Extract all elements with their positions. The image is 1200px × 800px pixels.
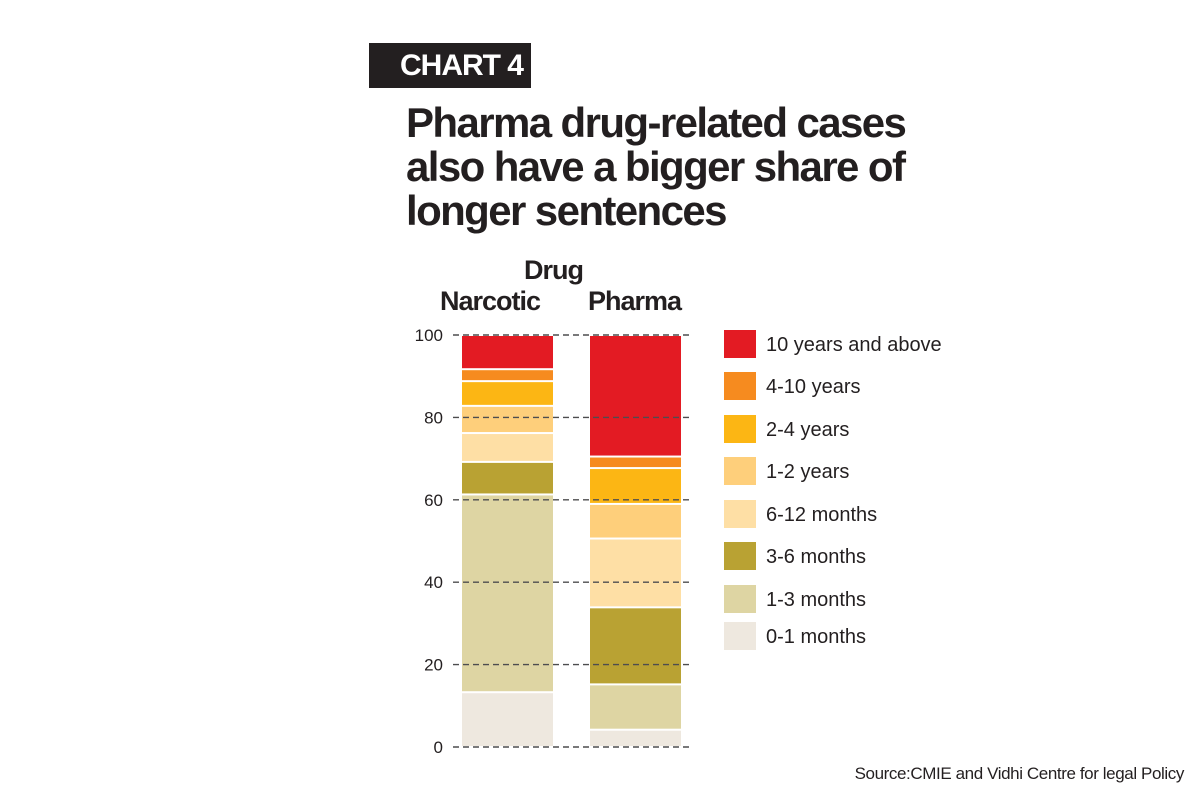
y-axis-ticks: 0 20 40 60 80 100 [415,326,443,757]
legend-item: 10 years and above [724,330,942,358]
legend-swatch [724,542,756,570]
legend-swatch [724,372,756,400]
title-line-2: also have a bigger share of [406,143,906,190]
title-line-1: Pharma drug-related cases [406,99,907,146]
bar-segment-pharma-1-2-years [590,504,681,538]
bar-pharma [590,336,681,746]
y-tick-label-0: 0 [434,738,443,757]
bar-segment-pharma-4-10-years [590,457,681,468]
bar-segment-pharma-2-4-years [590,469,681,503]
y-tick-label-60: 60 [424,491,443,510]
legend-label: 2-4 years [766,419,849,441]
bar-segment-pharma-1-3-months [590,685,681,729]
legend-swatch [724,622,756,650]
legend-label: 6-12 months [766,504,877,526]
bar-segment-narcotic-0-1-months [462,693,553,746]
legend-item: 2-4 years [724,415,849,443]
bar-segment-narcotic-1-2-years [462,406,553,433]
legend-label: 0-1 months [766,626,866,648]
chart-title: Pharma drug-related cases also have a bi… [406,101,966,233]
title-line-3: longer sentences [406,187,727,234]
legend-label: 10 years and above [766,334,942,356]
legend-item: 0-1 months [724,622,866,650]
legend-label: 3-6 months [766,546,866,568]
y-tick-label-40: 40 [424,573,443,592]
source-note: Source:CMIE and Vidhi Centre for legal P… [854,764,1185,783]
legend-item: 4-10 years [724,372,861,400]
legend-label: 1-3 months [766,589,866,611]
legend-swatch [724,457,756,485]
bar-segment-pharma-0-1-months [590,730,681,746]
category-label-narcotic: Narcotic [440,286,541,316]
column-group-header: Drug [524,255,584,285]
bars-layer [462,336,681,746]
legend-item: 1-3 months [724,585,866,613]
legend-label: 4-10 years [766,376,861,398]
bar-segment-narcotic-3-6-months [462,462,553,494]
legend-item: 6-12 months [724,500,877,528]
bar-segment-narcotic-6-12-months [462,434,553,461]
bar-segment-pharma-3-6-months [590,608,681,684]
y-tick-label-80: 80 [424,408,443,427]
legend-item: 3-6 months [724,542,866,570]
bar-narcotic [462,336,553,746]
category-label-pharma: Pharma [588,286,682,316]
legend-label: 1-2 years [766,461,849,483]
chart-number-label: CHART 4 [369,43,531,88]
chart-number-text: CHART 4 [399,48,524,82]
bar-segment-pharma-10-years-and-above [590,336,681,456]
legend-item: 1-2 years [724,457,849,485]
bar-segment-narcotic-10-years-and-above [462,336,553,369]
bar-segment-narcotic-2-4-years [462,382,553,405]
y-tick-label-20: 20 [424,656,443,675]
legend: 10 years and above 4-10 years 2-4 years 1-2… [724,330,942,650]
bar-segment-pharma-6-12-months [590,539,681,607]
y-tick-label-100: 100 [415,326,443,345]
legend-swatch [724,500,756,528]
legend-swatch [724,330,756,358]
legend-swatch [724,585,756,613]
bar-segment-narcotic-1-3-months [462,495,553,692]
bar-segment-narcotic-4-10-years [462,370,553,381]
legend-swatch [724,415,756,443]
